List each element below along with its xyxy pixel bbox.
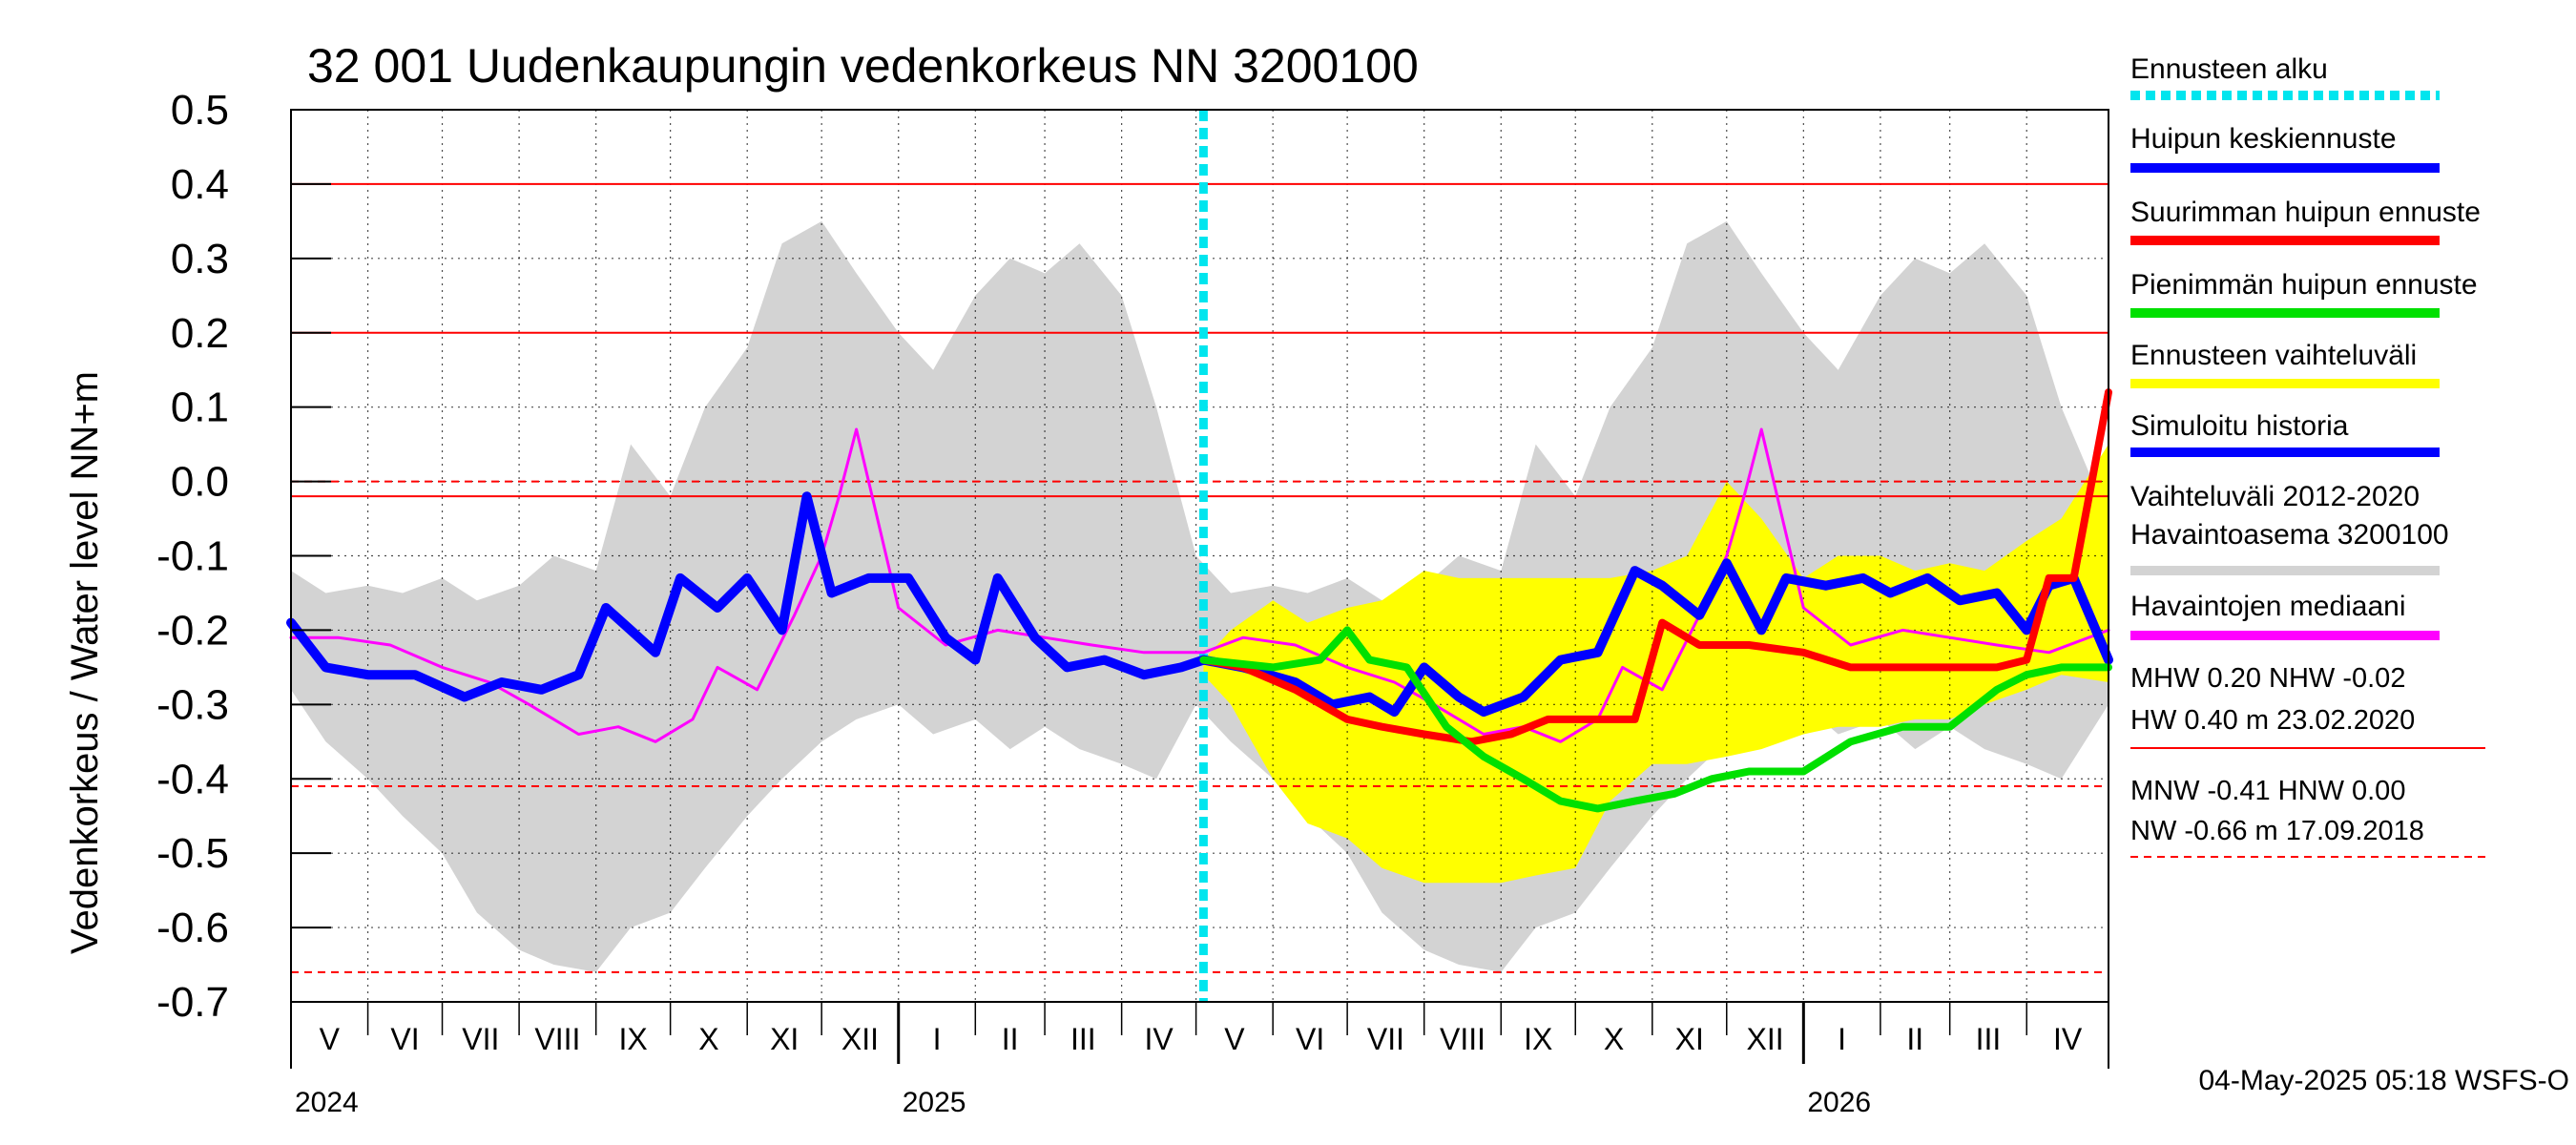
legend: Ennusteen alku Huipun keskiennuste Suurimm… [2130, 53, 2481, 640]
y-tick-label: -0.2 [156, 607, 229, 654]
y-tick-label: -0.3 [156, 681, 229, 728]
month-label: XI [1675, 1022, 1704, 1056]
legend-label: Huipun keskiennuste [2130, 123, 2397, 155]
month-label: II [1002, 1022, 1019, 1056]
chart-title: 32 001 Uudenkaupungin vedenkorkeus NN 32… [307, 39, 1419, 93]
month-label: V [320, 1022, 341, 1056]
statistics: MHW 0.20 NHW -0.02 HW 0.40 m 23.02.2020 MN… [2130, 663, 2485, 858]
year-label: 2026 [1807, 1087, 1871, 1118]
month-label: VII [462, 1022, 499, 1056]
y-tick-label: 0.2 [171, 310, 229, 357]
y-tick-label: 0.5 [171, 87, 229, 134]
simuloitu-historia-line [286, 491, 1209, 702]
y-axis-label: Vedenkorkeus / Water level NN+m [64, 371, 106, 954]
huipun-keskiennuste-line [1198, 558, 2113, 718]
month-label: X [1604, 1022, 1624, 1056]
month-label: II [1906, 1022, 1923, 1056]
footer-timestamp: 04-May-2025 05:18 WSFS-O [2199, 1065, 2570, 1096]
stat-text: NW -0.66 m 17.09.2018 [2130, 816, 2424, 846]
month-label: XII [1746, 1022, 1783, 1056]
legend-label: Ennusteen alku [2130, 53, 2328, 85]
month-label: V [1224, 1022, 1245, 1056]
series-lines [286, 110, 2113, 1002]
legend-label: Ennusteen vaihteluväli [2130, 340, 2417, 371]
year-label: 2025 [903, 1087, 966, 1118]
y-tick-label: -0.7 [156, 979, 229, 1026]
month-label: VI [390, 1022, 419, 1056]
legend-label: Simuloitu historia [2130, 410, 2349, 442]
y-tick-label: 0.3 [171, 236, 229, 282]
month-label: I [1838, 1022, 1846, 1056]
suurimman-huipun-ennuste-line [1199, 388, 2112, 746]
stat-text: MNW -0.41 HNW 0.00 [2130, 776, 2405, 806]
month-label: VIII [534, 1022, 580, 1056]
month-label: X [698, 1022, 718, 1056]
pienimm-n-huipun-ennuste-line [1199, 626, 2112, 813]
y-tick-label: -0.5 [156, 830, 229, 877]
month-label: IV [1145, 1022, 1174, 1056]
axes: 0.5 0.4 0.3 0.2 0.1 0.0 -0.1 -0.2 -0.3 -0.4 -0.5 -0… [156, 87, 2083, 1118]
year-label: 2024 [295, 1087, 359, 1118]
historical-range-band [291, 220, 2109, 972]
month-label: VII [1367, 1022, 1404, 1056]
month-label: XII [841, 1022, 879, 1056]
month-label: IX [619, 1022, 648, 1056]
stat-text: MHW 0.20 NHW -0.02 [2130, 663, 2405, 694]
month-label: VIII [1440, 1022, 1485, 1056]
legend-label: Suurimman huipun ennuste [2130, 197, 2481, 228]
month-label: VI [1296, 1022, 1324, 1056]
month-label: III [1070, 1022, 1096, 1056]
range-bands [291, 220, 2109, 972]
month-label: I [933, 1022, 942, 1056]
legend-label: Havaintojen mediaani [2130, 591, 2406, 622]
month-label: XI [770, 1022, 799, 1056]
y-tick-label: 0.0 [171, 459, 229, 506]
y-tick-label: -0.6 [156, 905, 229, 951]
y-tick-label: -0.4 [156, 756, 229, 802]
y-tick-label: 0.1 [171, 385, 229, 431]
stat-text: HW 0.40 m 23.02.2020 [2130, 705, 2415, 736]
month-label: IX [1524, 1022, 1552, 1056]
havaintojen-mediaani-line [289, 427, 2110, 743]
month-label: IV [2053, 1022, 2083, 1056]
month-label: III [1976, 1022, 2002, 1056]
y-tick-label: 0.4 [171, 161, 229, 208]
legend-label: Havaintoasema 3200100 [2130, 519, 2449, 551]
y-tick-label: -0.1 [156, 533, 229, 580]
legend-label: Vaihteluväli 2012-2020 [2130, 481, 2420, 512]
legend-label: Pienimmän huipun ennuste [2130, 269, 2478, 301]
forecast-range-band [1203, 444, 2109, 884]
